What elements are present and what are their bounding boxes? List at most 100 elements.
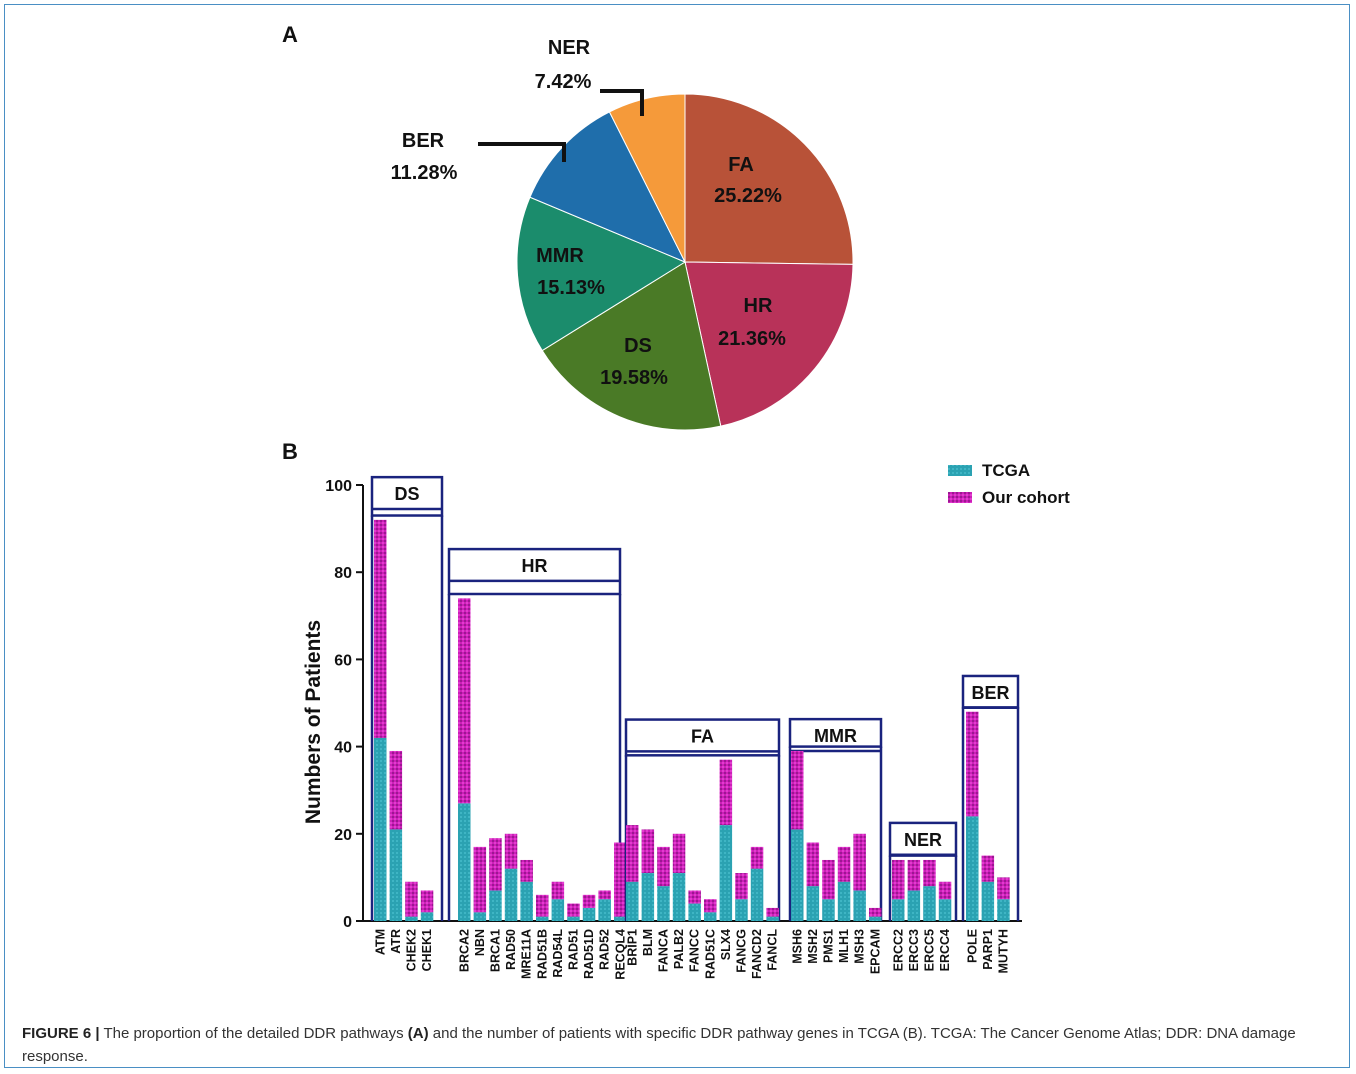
bar-cohort-ercc3	[907, 859, 921, 891]
y-tick-label: 60	[334, 652, 352, 669]
y-tick-label: 20	[334, 827, 352, 844]
pie-slice-mmr	[516, 196, 687, 352]
x-tick-label-slx4: SLX4	[719, 929, 733, 960]
bar-tcga-mre11a	[520, 881, 533, 921]
x-tick-label-rad52: RAD52	[598, 929, 612, 970]
bar-tcga-palb2	[672, 873, 686, 921]
panel-b-label: B	[282, 439, 298, 464]
bar-tcga-atm	[374, 737, 387, 921]
x-tick-label-rad50: RAD50	[504, 929, 518, 970]
ber-leader-line	[478, 142, 566, 162]
bar-cohort-recql4	[614, 842, 627, 917]
bar-tcga-rad51c	[704, 912, 717, 921]
x-tick-label-fancg: FANCG	[734, 929, 748, 973]
pie-slice-ner	[608, 93, 686, 263]
bar-tcga-rad51b	[536, 916, 549, 921]
x-tick-label-recql4: RECQL4	[613, 929, 627, 980]
pie-label-fa: FA	[728, 154, 754, 176]
bar-tcga-parp1	[981, 881, 995, 921]
x-tick-label-epcam: EPCAM	[868, 929, 882, 974]
bar-tcga-brca2	[458, 803, 471, 921]
bar-cohort-rad51d	[582, 894, 596, 908]
pie-pct-hr: 21.36%	[718, 328, 786, 350]
y-tick-label: 0	[343, 914, 352, 931]
stacked-bar-chart: 0 20 40 60 80 100 DS ATM ATR CHEK2 CHEK1 HR BRCA2 NBN…	[325, 475, 1022, 980]
bar-tcga-msh2	[806, 886, 820, 921]
bar-cohort-chek2	[405, 881, 418, 917]
pie-label-ber: BER	[402, 130, 445, 152]
group-label-fa: FA	[691, 726, 714, 746]
bar-cohort-atr	[389, 750, 403, 830]
bar-tcga-blm	[641, 873, 655, 921]
x-tick-label-ercc5: ERCC5	[922, 929, 936, 971]
bar-cohort-msh3	[853, 833, 866, 891]
figure-caption: FIGURE 6 | The proportion of the detaile…	[22, 1022, 1322, 1068]
group-label-mmr: MMR	[814, 726, 857, 746]
bar-tcga-fanca	[657, 886, 670, 921]
bar-tcga-rad50	[504, 868, 518, 921]
bar-tcga-pms1	[822, 899, 835, 921]
bar-tcga-ercc5	[923, 886, 936, 921]
bar-tcga-fancl	[766, 916, 779, 921]
x-tick-label-msh3: MSH3	[853, 929, 867, 964]
bar-cohort-brca1	[489, 838, 502, 891]
bar-tcga-recql4	[614, 916, 627, 921]
x-tick-label-ercc4: ERCC4	[938, 929, 952, 971]
bar-cohort-fancl	[766, 907, 779, 917]
pie-label-ner: NER	[548, 37, 591, 59]
bar-tcga-slx4	[719, 825, 733, 921]
x-tick-label-pole: POLE	[965, 929, 979, 963]
bar-cohort-slx4	[719, 759, 733, 826]
bar-tcga-rad51d	[582, 907, 596, 921]
pie-label-hr: HR	[744, 295, 773, 317]
x-tick-label-mlh1: MLH1	[837, 929, 851, 963]
legend-swatch-tcga	[948, 465, 972, 476]
x-tick-label-msh2: MSH2	[806, 929, 820, 964]
x-tick-label-chek2: CHEK2	[404, 929, 418, 971]
pie-pct-mmr: 15.13%	[537, 277, 605, 299]
x-tick-label-ercc2: ERCC2	[891, 929, 905, 971]
bar-cohort-mlh1	[837, 846, 851, 882]
pie-slice-ds	[541, 261, 722, 431]
pie-pct-ds: 19.58%	[600, 367, 668, 389]
figure-frame	[4, 4, 1350, 1068]
bar-tcga-ercc4	[938, 899, 952, 921]
x-tick-label-fanca: FANCA	[656, 929, 670, 972]
x-tick-label-ercc3: ERCC3	[907, 929, 921, 971]
bar-cohort-pms1	[822, 859, 835, 900]
bar-tcga-epcam	[869, 916, 882, 921]
bar-cohort-nbn	[473, 846, 487, 913]
x-tick-label-nbn: NBN	[473, 929, 487, 956]
x-tick-label-fancl: FANCL	[766, 929, 780, 971]
caption-bold-a: (A)	[407, 1025, 429, 1042]
bar-cohort-brip1	[626, 825, 639, 882]
x-tick-label-parp1: PARP1	[981, 929, 995, 970]
bar-cohort-pole	[966, 711, 979, 817]
x-tick-label-chek1: CHEK1	[420, 929, 434, 971]
bar-cohort-ercc2	[892, 859, 905, 900]
bar-cohort-fancc	[688, 890, 701, 904]
panel-a-label: A	[282, 22, 298, 47]
x-tick-label-rad51: RAD51	[566, 929, 580, 970]
x-tick-label-rad54l: RAD54L	[551, 929, 565, 978]
x-tick-label-mre11a: MRE11A	[520, 929, 534, 979]
bar-tcga-fancc	[688, 903, 701, 921]
legend: TCGA Our cohort	[948, 461, 1070, 507]
x-tick-label-atm: ATM	[373, 929, 387, 955]
legend-label-our-cohort: Our cohort	[982, 488, 1070, 507]
pie-label-mmr: MMR	[536, 245, 584, 267]
caption-text-1: The proportion of the detailed DDR pathw…	[99, 1025, 408, 1042]
group-box-mmr	[788, 717, 883, 748]
caption-text-2: and the number of patients with specific…	[22, 1025, 1296, 1065]
pie-pct-ner: 7.42%	[535, 71, 592, 93]
bar-tcga-rad54l	[551, 899, 565, 921]
y-tick-label: 80	[334, 565, 352, 582]
bar-cohort-ercc5	[923, 859, 936, 887]
x-tick-label-palb2: PALB2	[672, 929, 686, 969]
x-tick-label-rad51c: RAD51C	[703, 929, 717, 979]
group-box-fa	[624, 718, 781, 757]
bar-tcga-ercc3	[907, 890, 921, 921]
pie-label-ds: DS	[624, 335, 652, 357]
bar-tcga-brca1	[489, 890, 502, 921]
bar-cohort-rad52	[598, 890, 611, 900]
